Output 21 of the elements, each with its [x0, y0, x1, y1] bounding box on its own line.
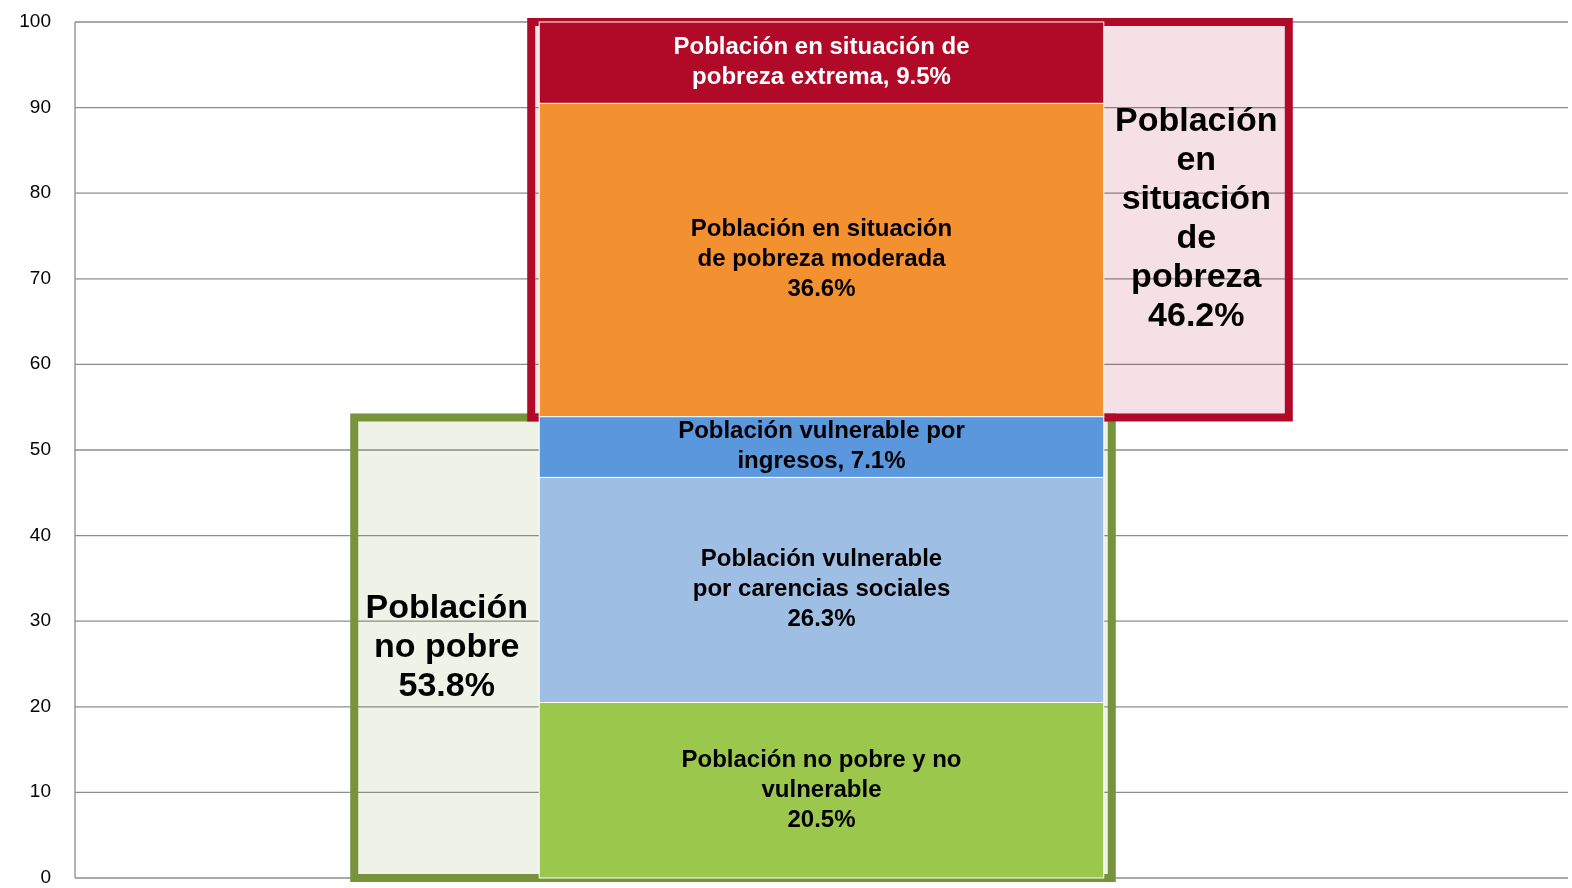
y-tick-label: 20	[29, 694, 51, 716]
data-label: 36.6%	[787, 274, 856, 302]
band-label: Población en situación de pobreza 46.2%	[1115, 100, 1278, 334]
y-tick-label: 70	[29, 266, 51, 288]
y-tick-label: 90	[29, 95, 51, 117]
text: Población vulnerable por ingresos, 7.1%	[678, 416, 965, 474]
y-tick-label: 30	[29, 609, 51, 631]
y-tick-label: 40	[29, 523, 51, 545]
series-label: Población vulnerable por carencias sociales	[692, 544, 951, 602]
series-label: Población no pobre y no vulnerable	[681, 744, 962, 802]
data-label: 20.5%	[787, 804, 856, 832]
y-tick-label: 10	[29, 780, 51, 802]
text: Población en situación de pobreza extrema, 9.5%	[673, 32, 970, 89]
y-tick-label: 60	[29, 352, 51, 374]
y-tick-label: 100	[19, 10, 51, 32]
series-label: Población en situación de pobreza moderada	[690, 214, 953, 272]
y-tick-label: 50	[29, 438, 51, 460]
y-tick-label: 0	[40, 866, 51, 888]
y-tick-label: 80	[29, 181, 51, 203]
band-label: Población no pobre 53.8%	[365, 586, 528, 703]
data-label: 26.3%	[787, 604, 856, 632]
